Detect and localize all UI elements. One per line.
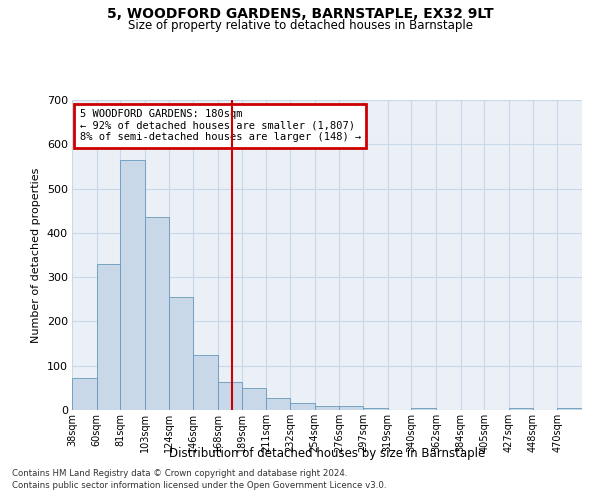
- Bar: [193, 354, 218, 410]
- Text: Contains public sector information licensed under the Open Government Licence v3: Contains public sector information licen…: [12, 481, 386, 490]
- Bar: [169, 297, 193, 410]
- Bar: [314, 406, 340, 410]
- Bar: [509, 408, 533, 410]
- Bar: [557, 408, 582, 410]
- Bar: [97, 264, 121, 410]
- Text: 5 WOODFORD GARDENS: 180sqm
← 92% of detached houses are smaller (1,807)
8% of se: 5 WOODFORD GARDENS: 180sqm ← 92% of deta…: [80, 110, 361, 142]
- Bar: [121, 160, 145, 410]
- Bar: [363, 408, 388, 410]
- Bar: [411, 408, 436, 410]
- Bar: [218, 382, 242, 410]
- Text: Size of property relative to detached houses in Barnstaple: Size of property relative to detached ho…: [128, 19, 473, 32]
- Text: 5, WOODFORD GARDENS, BARNSTAPLE, EX32 9LT: 5, WOODFORD GARDENS, BARNSTAPLE, EX32 9L…: [107, 8, 493, 22]
- Bar: [340, 406, 363, 410]
- Bar: [72, 378, 97, 410]
- Bar: [145, 218, 169, 410]
- Y-axis label: Number of detached properties: Number of detached properties: [31, 168, 41, 342]
- Bar: [290, 404, 314, 410]
- Bar: [242, 388, 266, 410]
- Text: Distribution of detached houses by size in Barnstaple: Distribution of detached houses by size …: [169, 448, 485, 460]
- Bar: [266, 398, 290, 410]
- Text: Contains HM Land Registry data © Crown copyright and database right 2024.: Contains HM Land Registry data © Crown c…: [12, 468, 347, 477]
